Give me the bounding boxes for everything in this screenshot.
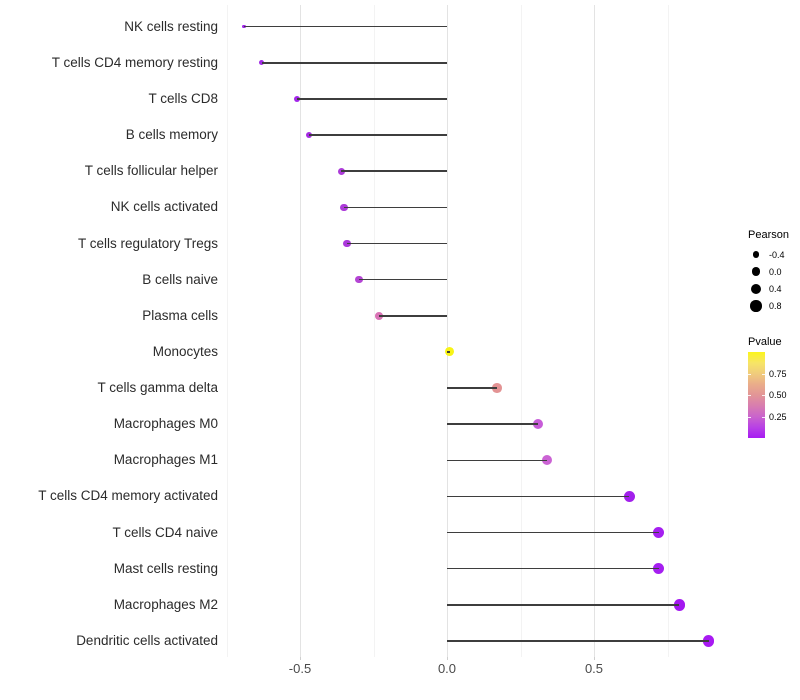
x-tick-label: 0.5 — [584, 661, 604, 676]
colorbar-tick-mark — [762, 373, 765, 375]
minor-gridline — [226, 5, 228, 657]
minor-gridline — [520, 5, 522, 657]
pvalue-colorbar — [748, 352, 765, 438]
category-label: T cells regulatory Tregs — [77, 235, 218, 251]
category-label: T cells CD8 — [148, 90, 218, 106]
minor-gridline — [373, 5, 375, 657]
stem-line — [447, 567, 659, 570]
x-tick-label: 0.0 — [437, 661, 457, 676]
stem-line — [447, 604, 680, 606]
colorbar-tick-mark — [748, 395, 751, 396]
colorbar-tick-label: 0.25 — [769, 411, 787, 422]
x-tick-label: -0.5 — [288, 661, 312, 676]
category-label: NK cells activated — [110, 199, 218, 215]
category-label: T cells gamma delta — [97, 380, 218, 396]
data-point — [533, 419, 544, 430]
category-label: Mast cells resting — [113, 560, 218, 576]
colorbar-tick-mark — [748, 416, 751, 418]
legend-pearson-title: Pearson — [748, 229, 789, 241]
category-label: Macrophages M2 — [113, 596, 218, 612]
category-label: T cells CD4 memory resting — [51, 54, 218, 70]
data-point — [623, 490, 635, 502]
stem-line — [244, 25, 447, 28]
stem-line — [447, 495, 630, 498]
category-label: B cells memory — [125, 127, 218, 143]
data-point — [343, 239, 351, 248]
stem-line — [447, 531, 659, 534]
stem-line — [261, 62, 447, 64]
x-tick-mark — [447, 657, 448, 660]
data-point — [305, 131, 313, 139]
legend-size-label: 0.4 — [769, 283, 782, 294]
category-label: Macrophages M0 — [113, 416, 218, 432]
legend-size-dot — [752, 251, 760, 258]
major-gridline — [447, 5, 448, 657]
legend-pvalue-title: Pvalue — [748, 336, 782, 348]
colorbar-tick-label: 0.75 — [769, 368, 787, 379]
category-label: Monocytes — [152, 343, 218, 359]
x-tick-mark — [594, 657, 595, 660]
stem-line — [347, 242, 447, 245]
data-point — [541, 455, 552, 466]
colorbar-tick-mark — [762, 416, 765, 418]
stem-line — [447, 423, 539, 425]
category-label: T cells CD4 memory activated — [38, 488, 218, 504]
category-label: Macrophages M1 — [113, 452, 218, 468]
legend-size-dot — [750, 300, 762, 312]
legend-size-label: -0.4 — [769, 249, 785, 260]
x-tick-mark — [300, 657, 301, 660]
category-label: NK cells resting — [124, 18, 218, 34]
stem-line — [297, 98, 447, 100]
minor-gridline — [667, 5, 669, 657]
category-label: B cells naive — [142, 271, 218, 287]
colorbar-tick-mark — [748, 373, 751, 375]
stem-line — [308, 134, 447, 136]
stem-line — [344, 206, 447, 209]
colorbar-tick-label: 0.50 — [769, 390, 787, 400]
data-point — [355, 275, 363, 284]
major-gridline — [594, 5, 595, 657]
category-label: Plasma cells — [142, 307, 218, 323]
category-label: T cells follicular helper — [84, 163, 218, 179]
legend-size-label: 0.8 — [769, 301, 782, 312]
stem-line — [447, 387, 497, 389]
stem-line — [358, 278, 447, 281]
legend-size-dot — [750, 283, 762, 295]
category-label: T cells CD4 naive — [112, 524, 218, 540]
legend-size-dot — [751, 267, 761, 277]
stem-line — [447, 459, 547, 462]
stem-line — [341, 170, 447, 172]
stem-line — [447, 640, 709, 642]
category-label: Dendritic cells activated — [76, 632, 218, 648]
legend-size-label: 0.0 — [769, 266, 782, 277]
stem-line — [379, 315, 447, 317]
major-gridline — [300, 5, 301, 657]
plot-panel — [219, 5, 731, 657]
stem-line — [447, 351, 450, 353]
colorbar-tick-mark — [762, 395, 765, 396]
